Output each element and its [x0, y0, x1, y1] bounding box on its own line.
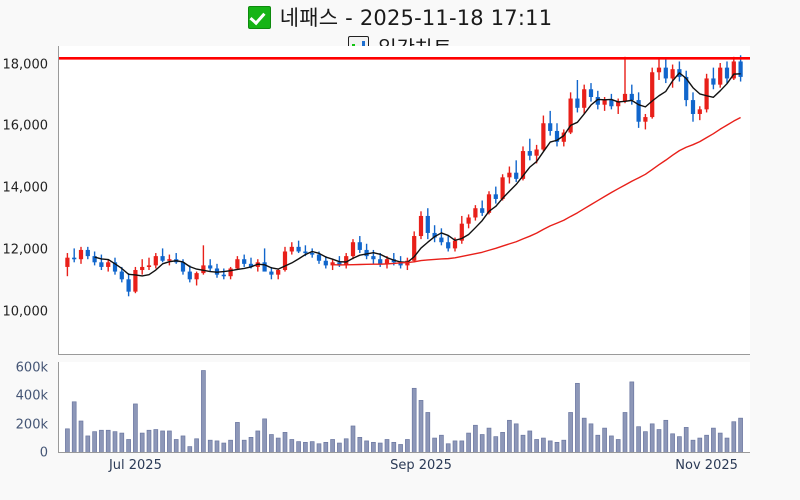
price-tick-label: 10,000 — [2, 304, 49, 320]
price-y-axis — [58, 46, 59, 355]
time-tick-label: Nov 2025 — [675, 458, 738, 473]
chart-title-row: 네패스 - 2025-11-18 17:11 — [0, 2, 800, 32]
price-tick-label: 14,000 — [2, 180, 49, 196]
time-tick-label: Sep 2025 — [390, 458, 452, 473]
price-x-axis — [58, 354, 750, 355]
page-title: 네패스 - 2025-11-18 17:11 — [279, 6, 553, 30]
volume-tick-label: 0 — [39, 445, 48, 461]
volume-tick-label: 600k — [15, 360, 48, 376]
price-tick-label: 18,000 — [2, 57, 49, 73]
price-tick-label: 16,000 — [2, 118, 49, 134]
price-chart-panel[interactable] — [58, 46, 750, 355]
volume-tick-label: 200k — [15, 417, 48, 433]
volume-tick-label: 400k — [15, 388, 48, 404]
volume-chart-panel[interactable] — [58, 362, 750, 453]
price-tick-label: 12,000 — [2, 242, 49, 258]
volume-y-axis — [58, 362, 59, 453]
price-candlestick-plot — [58, 55, 750, 297]
volume-x-axis — [58, 452, 750, 453]
time-tick-label: Jul 2025 — [108, 458, 162, 473]
check-square-icon — [247, 5, 271, 29]
volume-bar-plot — [65, 370, 743, 453]
